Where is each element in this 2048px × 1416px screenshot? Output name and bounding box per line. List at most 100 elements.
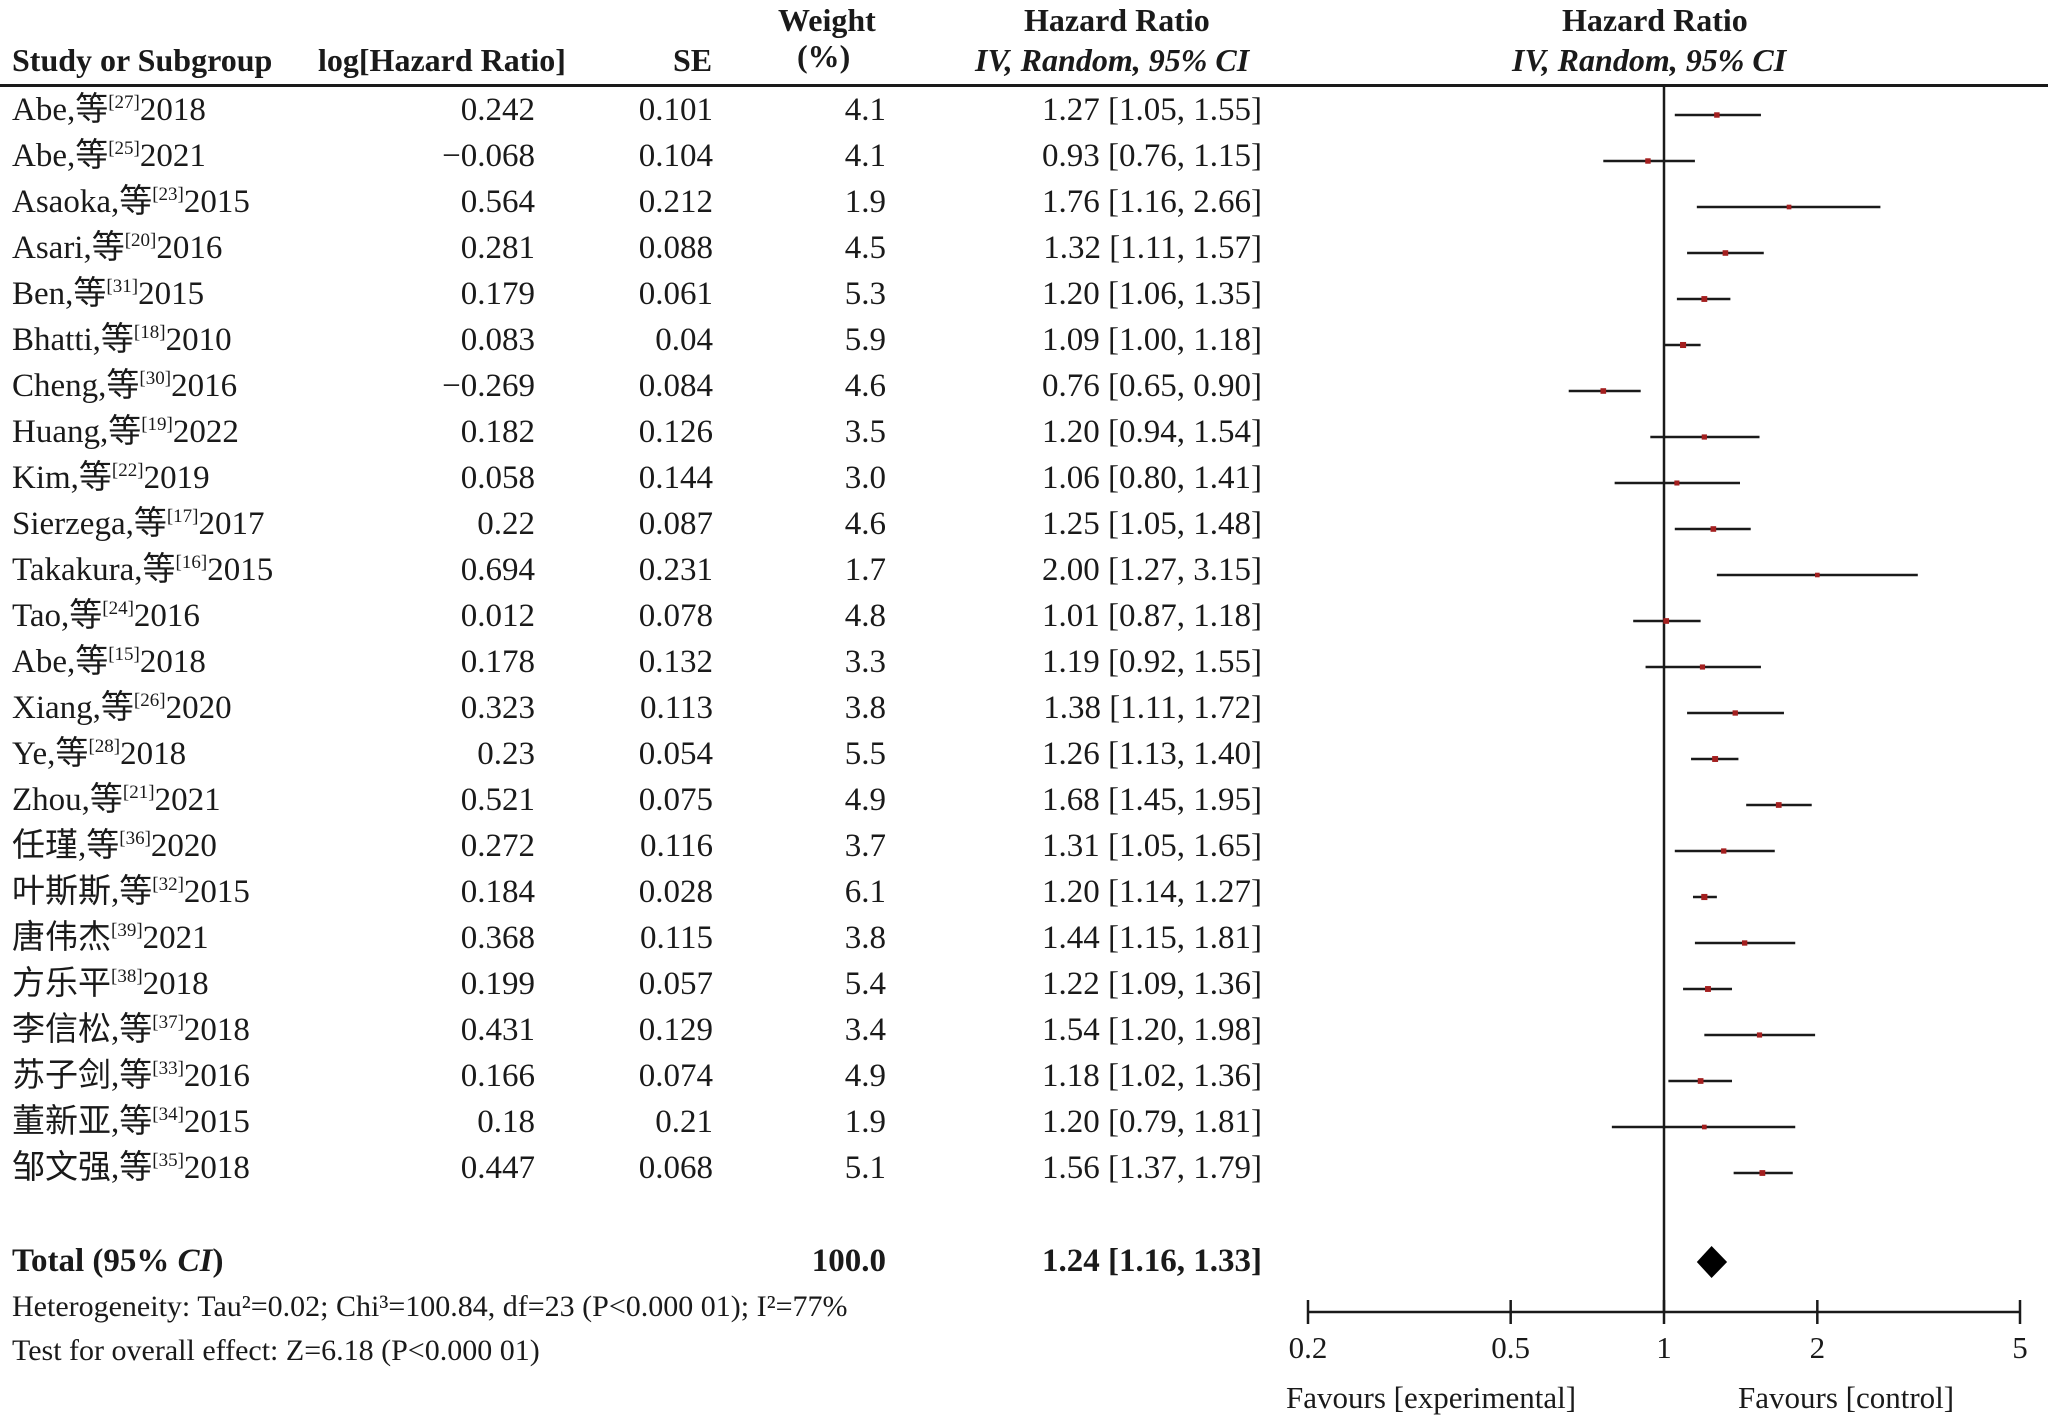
log-hr-value: 0.521	[460, 782, 535, 818]
weight-value: 3.7	[844, 828, 886, 864]
point-estimate	[1600, 388, 1607, 394]
se-value: 0.21	[655, 1104, 713, 1140]
log-hr-value: 0.564	[460, 184, 535, 220]
se-value: 0.054	[638, 736, 713, 772]
x-axis-tick-label: 2	[1809, 1330, 1826, 1365]
study-name: 李信松,等[37]2018	[12, 1012, 250, 1048]
study-row: 唐伟杰[39]2021 0.368 0.115 3.8 1.44 [1.15, 1.81…	[0, 915, 1300, 961]
weight-value: 4.6	[844, 368, 886, 404]
pooled-diamond	[1696, 1246, 1728, 1278]
weight-value: 3.3	[844, 644, 886, 680]
study-name: 任瑾,等[36]2020	[12, 828, 217, 864]
log-hr-value: 0.178	[460, 644, 535, 680]
header-log-hr: log[Hazard Ratio]	[318, 42, 566, 78]
weight-value: 5.4	[844, 966, 886, 1002]
header-weight-line1: Weight	[778, 2, 876, 38]
log-hr-value: 0.182	[460, 414, 535, 450]
hr-ci-value: 1.31 [1.05, 1.65]	[1042, 828, 1262, 864]
weight-value: 5.1	[844, 1150, 886, 1186]
se-value: 0.126	[638, 414, 713, 450]
weight-value: 5.5	[844, 736, 886, 772]
hr-ci-value: 1.19 [0.92, 1.55]	[1042, 644, 1262, 680]
study-name: Asari,等[20]2016	[12, 230, 223, 266]
log-hr-value: 0.323	[460, 690, 535, 726]
point-estimate	[1674, 480, 1680, 486]
study-name: 方乐平[38]2018	[12, 966, 209, 1002]
point-estimate	[1775, 802, 1782, 808]
study-name: Zhou,等[21]2021	[12, 782, 221, 818]
header-weight-line2: (%)	[797, 38, 851, 74]
study-name: 董新亚,等[34]2015	[12, 1104, 250, 1140]
point-estimate	[1815, 572, 1820, 578]
point-estimate	[1722, 250, 1729, 256]
hr-ci-value: 1.22 [1.09, 1.36]	[1042, 966, 1262, 1002]
log-hr-value: 0.22	[477, 506, 535, 542]
log-hr-value: 0.447	[460, 1150, 535, 1186]
study-name: Abe,等[25]2021	[12, 138, 206, 174]
study-row: Xiang,等[26]2020 0.323 0.113 3.8 1.38 [1.11, …	[0, 685, 1300, 731]
study-row: Ben,等[31]2015 0.179 0.061 5.3 1.20 [1.06, 1.…	[0, 271, 1300, 317]
se-value: 0.088	[638, 230, 713, 266]
hr-ci-value: 1.25 [1.05, 1.48]	[1042, 506, 1262, 542]
study-row: Abe,等[15]2018 0.178 0.132 3.3 1.19 [0.92, 1.…	[0, 639, 1300, 685]
study-name: Abe,等[15]2018	[12, 644, 206, 680]
hr-ci-value: 1.20 [1.14, 1.27]	[1042, 874, 1262, 910]
hr-ci-value: 1.54 [1.20, 1.98]	[1042, 1012, 1262, 1048]
se-value: 0.104	[638, 138, 713, 174]
hr-ci-value: 1.38 [1.11, 1.72]	[1043, 690, 1262, 726]
study-row: Ye,等[28]2018 0.23 0.054 5.5 1.26 [1.13, 1.40…	[0, 731, 1300, 777]
header-plot-line2: IV, Random, 95% CI	[1512, 42, 1787, 78]
study-row: Zhou,等[21]2021 0.521 0.075 4.9 1.68 [1.45, 1…	[0, 777, 1300, 823]
header-hr-line1: Hazard Ratio	[1024, 2, 1210, 38]
study-name: Ye,等[28]2018	[12, 736, 187, 772]
weight-value: 1.9	[844, 184, 886, 220]
log-hr-value: 0.012	[460, 598, 535, 634]
se-value: 0.212	[638, 184, 713, 220]
favours-right-label: Favours [control]	[1738, 1380, 1955, 1415]
log-hr-value: −0.269	[442, 368, 535, 404]
study-row: Asari,等[20]2016 0.281 0.088 4.5 1.32 [1.11, …	[0, 225, 1300, 271]
point-estimate	[1710, 526, 1717, 532]
point-estimate	[1712, 756, 1719, 762]
weight-value: 3.8	[844, 920, 886, 956]
study-name: 邹文强,等[35]2018	[12, 1150, 250, 1186]
weight-value: 4.8	[844, 598, 886, 634]
log-hr-value: 0.272	[460, 828, 535, 864]
point-estimate	[1759, 1170, 1766, 1176]
study-name: Ben,等[31]2015	[12, 276, 205, 312]
weight-value: 1.9	[844, 1104, 886, 1140]
header-study: Study or Subgroup	[12, 42, 273, 78]
point-estimate	[1697, 1078, 1704, 1084]
weight-value: 3.5	[844, 414, 886, 450]
hr-ci-value: 1.26 [1.13, 1.40]	[1042, 736, 1262, 772]
study-row: 李信松,等[37]2018 0.431 0.129 3.4 1.54 [1.20, 1.…	[0, 1007, 1300, 1053]
study-name: Kim,等[22]2019	[12, 460, 210, 496]
point-estimate	[1786, 204, 1792, 210]
hr-ci-value: 1.27 [1.05, 1.55]	[1042, 92, 1262, 128]
study-name: 苏子剑,等[33]2016	[12, 1058, 250, 1094]
study-name: Tao,等[24]2016	[12, 598, 200, 634]
se-value: 0.075	[638, 782, 713, 818]
study-row: Abe,等[27]2018 0.242 0.101 4.1 1.27 [1.05, 1.…	[0, 87, 1300, 133]
hr-ci-value: 1.06 [0.80, 1.41]	[1042, 460, 1262, 496]
study-row: Tao,等[24]2016 0.012 0.078 4.8 1.01 [0.87, 1.…	[0, 593, 1300, 639]
study-name: Takakura,等[16]2015	[12, 552, 274, 588]
hr-ci-value: 0.93 [0.76, 1.15]	[1042, 138, 1262, 174]
study-name: Sierzega,等[17]2017	[12, 506, 265, 542]
study-row: 方乐平[38]2018 0.199 0.057 5.4 1.22 [1.09, 1.36…	[0, 961, 1300, 1007]
se-value: 0.068	[638, 1150, 713, 1186]
weight-value: 4.6	[844, 506, 886, 542]
study-name: 叶斯斯,等[32]2015	[12, 874, 250, 910]
study-name: Bhatti,等[18]2010	[12, 322, 232, 358]
se-value: 0.101	[638, 92, 713, 128]
hr-ci-value: 2.00 [1.27, 3.15]	[1042, 552, 1262, 588]
point-estimate	[1741, 940, 1748, 946]
study-name: Asaoka,等[23]2015	[12, 184, 250, 220]
study-row: Cheng,等[30]2016 −0.269 0.084 4.6 0.76 [0.65,…	[0, 363, 1300, 409]
se-value: 0.074	[638, 1058, 713, 1094]
se-value: 0.129	[638, 1012, 713, 1048]
se-value: 0.144	[638, 460, 713, 496]
study-name: Cheng,等[30]2016	[12, 368, 238, 404]
study-row: Takakura,等[16]2015 0.694 0.231 1.7 2.00 [1.2…	[0, 547, 1300, 593]
point-estimate	[1645, 158, 1651, 164]
